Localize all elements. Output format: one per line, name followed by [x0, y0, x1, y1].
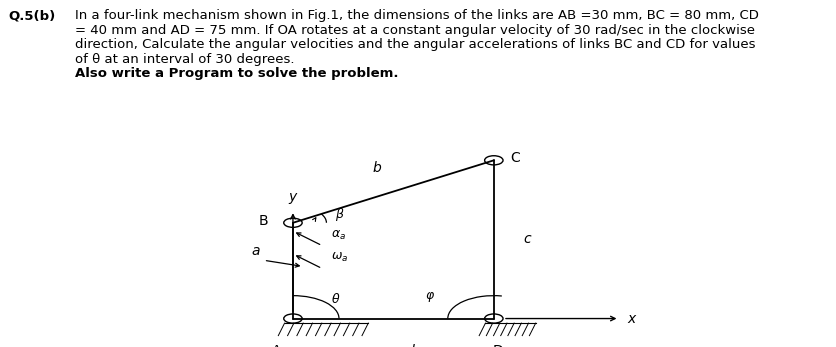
Text: $\omega_a$: $\omega_a$ [330, 251, 348, 264]
Text: Also write a Program to solve the problem.: Also write a Program to solve the proble… [75, 67, 398, 80]
Text: direction, Calculate the angular velocities and the angular accelerations of lin: direction, Calculate the angular velocit… [75, 38, 755, 51]
Text: of θ at an interval of 30 degrees.: of θ at an interval of 30 degrees. [75, 52, 294, 66]
Text: $\varphi$: $\varphi$ [425, 290, 435, 304]
Text: $\alpha_a$: $\alpha_a$ [330, 228, 345, 242]
Text: d: d [405, 344, 414, 347]
Text: c: c [522, 232, 530, 246]
Text: D: D [492, 344, 502, 347]
Text: A: A [271, 344, 281, 347]
Text: x: x [627, 312, 635, 325]
Text: In a four-link mechanism shown in Fig.1, the dimensions of the links are AB =30 : In a four-link mechanism shown in Fig.1,… [75, 9, 758, 22]
Text: = 40 mm and AD = 75 mm. If OA rotates at a constant angular velocity of 30 rad/s: = 40 mm and AD = 75 mm. If OA rotates at… [75, 24, 754, 36]
Text: Q.5(b): Q.5(b) [8, 9, 55, 22]
Text: $\theta$: $\theta$ [330, 292, 339, 306]
Text: a: a [251, 244, 259, 258]
Text: $\beta$: $\beta$ [334, 206, 344, 223]
Text: B: B [258, 214, 268, 228]
Text: C: C [510, 151, 520, 165]
Text: b: b [372, 161, 380, 175]
Text: y: y [288, 190, 297, 204]
